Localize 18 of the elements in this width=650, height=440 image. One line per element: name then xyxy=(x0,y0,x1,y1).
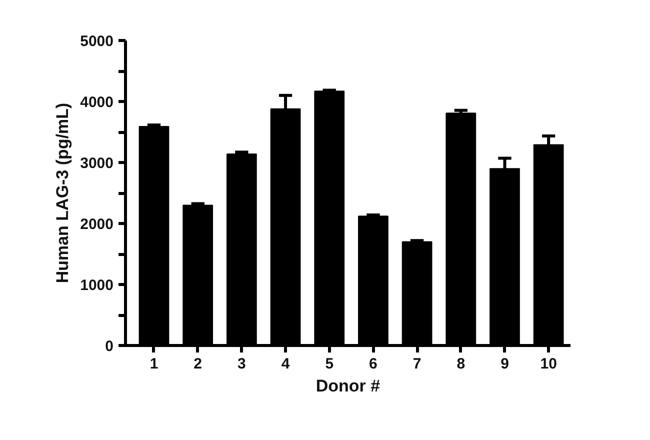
x-tick-label: 9 xyxy=(500,356,509,372)
x-tick-label: 2 xyxy=(194,356,202,372)
y-tick-label: 0 xyxy=(105,338,114,355)
y-tick-label: 1000 xyxy=(80,277,114,294)
x-tick-label: 10 xyxy=(540,356,557,372)
y-axis-title: Human LAG-3 (pg/mL) xyxy=(53,102,72,284)
y-tick-label: 5000 xyxy=(80,33,114,50)
x-tick-label: 1 xyxy=(150,356,158,372)
x-tick-label: 3 xyxy=(238,356,246,372)
y-tick-label: 4000 xyxy=(80,94,114,111)
x-axis-title: Donor # xyxy=(316,376,381,396)
x-tick-label: 8 xyxy=(456,356,466,372)
x-tick-label: 6 xyxy=(369,356,378,372)
y-tick-label: 2000 xyxy=(80,216,114,233)
x-tick-label: 7 xyxy=(412,356,422,372)
x-tick-label: 4 xyxy=(281,356,290,372)
y-tick-label: 3000 xyxy=(80,155,114,172)
x-tick-label: 5 xyxy=(325,356,334,372)
